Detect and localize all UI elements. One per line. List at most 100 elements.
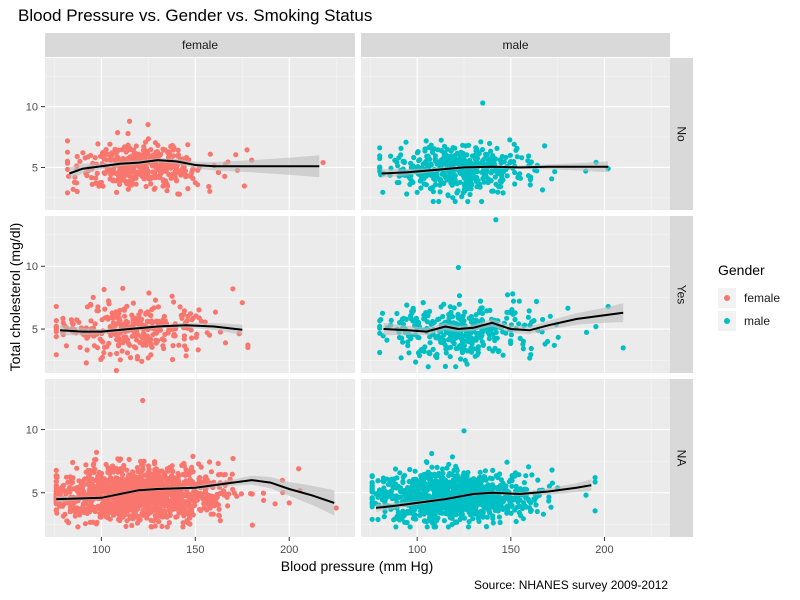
data-point [430, 189, 436, 195]
data-point [114, 496, 120, 502]
data-point [445, 158, 451, 164]
data-point [208, 469, 214, 475]
data-point [489, 482, 496, 488]
data-point [449, 454, 455, 460]
legend-key [718, 310, 736, 331]
data-point [63, 474, 70, 480]
data-point [94, 476, 100, 482]
data-point [103, 147, 109, 153]
data-point [320, 159, 326, 166]
data-point [111, 511, 117, 517]
data-point [369, 489, 375, 495]
data-point [129, 472, 135, 479]
data-point [497, 471, 503, 477]
data-point [114, 488, 120, 495]
data-point [518, 512, 524, 519]
data-point [486, 505, 492, 511]
data-point [88, 175, 95, 181]
data-point [161, 313, 167, 319]
data-point [97, 490, 103, 496]
data-point [454, 190, 460, 196]
data-point [470, 486, 476, 492]
smooth-line [56, 479, 335, 504]
data-point [170, 147, 176, 153]
data-point [179, 315, 185, 321]
data-point [87, 471, 93, 477]
data-point [456, 293, 463, 299]
data-point [222, 340, 229, 346]
smooth-line [69, 159, 320, 175]
data-point [150, 163, 157, 169]
data-point [116, 181, 123, 187]
data-point [511, 497, 517, 503]
data-point [414, 189, 420, 195]
data-point [444, 465, 450, 471]
data-point [139, 497, 145, 503]
data-point [452, 473, 458, 479]
data-point [121, 513, 127, 519]
strip-Yes [670, 216, 693, 373]
data-point [381, 479, 387, 485]
data-point [171, 501, 177, 508]
data-point [177, 170, 183, 176]
data-point [114, 189, 120, 195]
data-point [141, 491, 147, 497]
data-point [437, 189, 443, 195]
data-point [455, 314, 461, 320]
data-point [124, 467, 130, 473]
data-point [540, 316, 546, 323]
data-point [180, 524, 186, 530]
data-point [139, 165, 145, 171]
data-point [483, 524, 490, 530]
data-point [455, 345, 461, 351]
data-point [107, 476, 113, 482]
data-point [468, 349, 475, 355]
data-point [452, 177, 458, 183]
data-point [143, 183, 149, 190]
data-point [484, 514, 490, 520]
data-point [102, 483, 108, 489]
data-point [157, 175, 163, 181]
data-point [456, 301, 462, 307]
data-point [461, 181, 467, 187]
data-point [431, 517, 437, 523]
data-point [474, 482, 480, 488]
data-point [458, 356, 464, 362]
data-point [70, 321, 76, 327]
data-point [462, 488, 468, 494]
data-point [510, 291, 516, 297]
data-point [439, 466, 446, 472]
data-point [482, 468, 488, 474]
data-point [490, 515, 496, 522]
data-point [225, 503, 231, 509]
data-point [400, 478, 406, 484]
data-point [164, 524, 170, 530]
data-point [261, 497, 267, 503]
data-point [487, 510, 493, 516]
data-point [107, 176, 113, 182]
strip-label-female: female [182, 38, 218, 52]
data-point [166, 520, 172, 526]
data-point [169, 293, 175, 299]
data-point [87, 519, 93, 525]
data-point [438, 137, 444, 143]
data-point [380, 189, 386, 195]
data-point [508, 158, 514, 165]
data-point [435, 316, 441, 323]
data-point [396, 334, 403, 341]
data-point [102, 170, 108, 177]
data-point [137, 479, 143, 485]
data-point [435, 333, 441, 339]
data-point [169, 356, 176, 363]
data-point [146, 290, 152, 296]
data-point [397, 470, 403, 476]
data-point [164, 514, 170, 520]
data-point [249, 522, 255, 528]
data-point [102, 306, 108, 312]
data-point [420, 300, 426, 306]
data-point [134, 356, 140, 362]
data-point [217, 518, 223, 524]
data-point [441, 171, 447, 177]
data-point [527, 355, 533, 361]
data-point [145, 169, 151, 175]
